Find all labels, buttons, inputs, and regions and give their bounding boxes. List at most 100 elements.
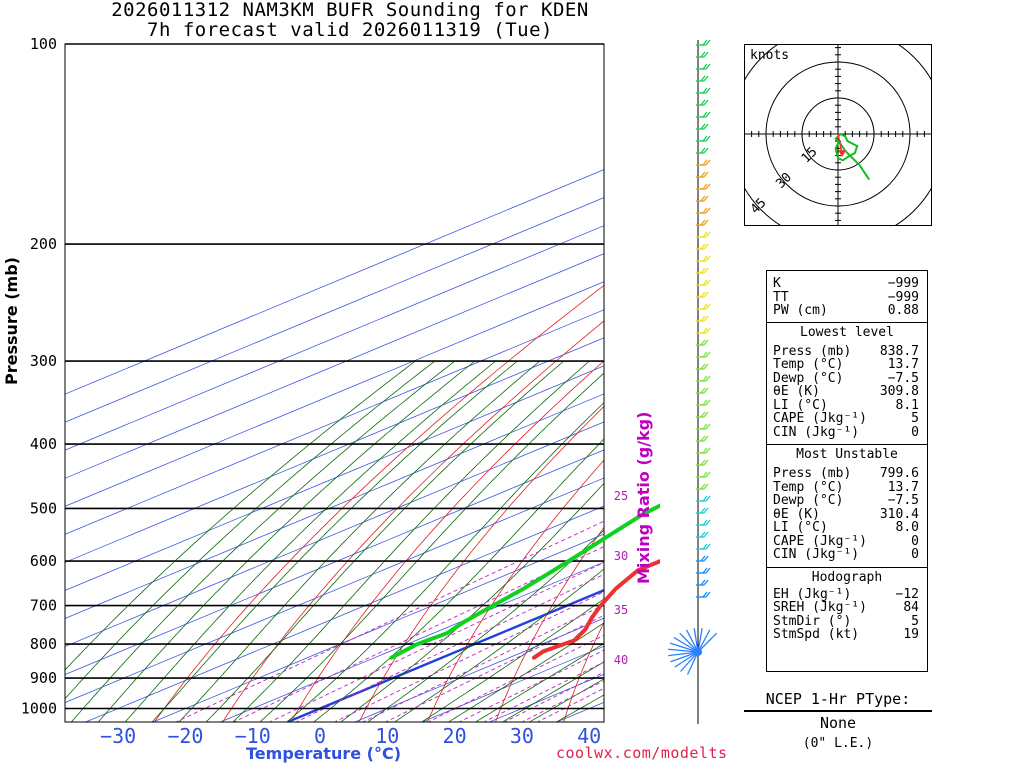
temp-tick-label: −30 bbox=[100, 724, 136, 748]
pressure-tick-label: 1000 bbox=[21, 700, 57, 718]
most-unstable-title: Most Unstable bbox=[796, 447, 898, 462]
wind-barb bbox=[696, 231, 711, 238]
wind-barb bbox=[696, 243, 709, 250]
isotherm-line bbox=[65, 477, 604, 704]
index-value: −7.5 bbox=[887, 370, 919, 386]
dry-adiabat bbox=[153, 284, 604, 722]
index-value: 8.1 bbox=[895, 397, 919, 413]
wind-barb bbox=[696, 279, 711, 286]
index-label: CIN (Jkg⁻¹) bbox=[773, 424, 860, 440]
wind-barb bbox=[696, 471, 711, 478]
wind-barb bbox=[679, 632, 699, 653]
wind-barb bbox=[696, 267, 709, 274]
index-label: StmSpd (kt) bbox=[773, 627, 860, 642]
temp-tick-label: −20 bbox=[167, 724, 203, 748]
index-row: K −999 bbox=[767, 277, 927, 291]
wind-barb bbox=[680, 651, 699, 672]
wind-barb bbox=[696, 579, 709, 586]
wind-barb bbox=[696, 339, 709, 346]
wind-barb bbox=[696, 147, 709, 154]
moist-adiabat bbox=[474, 643, 604, 722]
index-value: 309.8 bbox=[879, 384, 919, 399]
isotherm-line bbox=[65, 169, 604, 395]
mixing-ratio-line bbox=[384, 614, 604, 722]
mixing-ratio-tick-label: 35 bbox=[614, 603, 628, 617]
isotherm-line bbox=[65, 281, 604, 507]
wind-barb bbox=[696, 183, 711, 190]
wind-barb bbox=[685, 629, 699, 653]
moist-adiabat bbox=[178, 360, 541, 722]
index-row: LI (°C) 8.1 bbox=[767, 397, 927, 413]
wind-barb bbox=[696, 507, 709, 514]
wind-barb bbox=[696, 423, 711, 430]
temp-tick-label: 10 bbox=[375, 724, 399, 748]
moist-adiabat bbox=[151, 360, 518, 722]
index-label: θE (K) bbox=[773, 506, 820, 522]
wind-barb bbox=[696, 591, 711, 598]
moist-adiabat bbox=[65, 360, 436, 700]
wind-barb bbox=[696, 351, 711, 358]
index-value: 838.7 bbox=[879, 343, 919, 359]
wind-barb bbox=[696, 171, 709, 178]
pressure-tick-label: 200 bbox=[30, 235, 57, 253]
wind-barb bbox=[670, 651, 699, 663]
wind-barb bbox=[696, 75, 709, 82]
dry-adiabat bbox=[358, 405, 604, 722]
moist-adiabat bbox=[97, 360, 476, 722]
credit-link[interactable]: coolwx.com/modelts bbox=[556, 744, 728, 762]
moist-adiabat bbox=[124, 360, 497, 722]
wind-barb bbox=[696, 399, 711, 406]
index-label: Dewp (°C) bbox=[773, 493, 844, 508]
plot-frame bbox=[64, 43, 605, 723]
pressure-tick-label: 600 bbox=[30, 552, 57, 570]
mixing-ratio-tick-label: 40 bbox=[614, 653, 628, 667]
moist-adiabat bbox=[501, 661, 604, 722]
isotherm-line bbox=[65, 337, 604, 563]
chart-title: 2026011312 NAM3KM BUFR Sounding for KDEN bbox=[111, 0, 589, 21]
moist-adiabat bbox=[259, 372, 604, 722]
wind-barb bbox=[696, 195, 709, 202]
hodograph-trace bbox=[834, 132, 871, 181]
temp-tick-label: 20 bbox=[443, 724, 467, 748]
index-row: θE (K) 310.4 bbox=[767, 506, 927, 522]
wind-barb bbox=[696, 387, 709, 394]
wind-barb bbox=[673, 636, 699, 653]
wind-barb bbox=[669, 642, 699, 653]
ptype-value: None bbox=[819, 714, 857, 732]
wind-barb bbox=[696, 99, 709, 106]
wind-barb bbox=[696, 567, 711, 574]
index-label: K bbox=[773, 276, 781, 291]
index-label: CAPE (Jkg⁻¹) bbox=[773, 533, 867, 549]
moist-adiabat bbox=[420, 598, 604, 722]
index-row: CIN (Jkg⁻¹) 0 bbox=[767, 424, 927, 440]
wind-barb bbox=[696, 459, 709, 466]
index-value: 84 bbox=[903, 600, 919, 615]
index-value: −7.5 bbox=[887, 493, 919, 508]
isotherm-line bbox=[152, 533, 604, 722]
index-value: 13.7 bbox=[887, 357, 919, 372]
index-row: θE (K) 309.8 bbox=[767, 385, 927, 399]
index-label: SREH (Jkg⁻¹) bbox=[773, 600, 867, 615]
index-row: LI (°C) 8.0 bbox=[767, 521, 927, 535]
wind-barb bbox=[696, 303, 711, 310]
pressure-tick-label: 100 bbox=[30, 35, 57, 53]
dry-adiabat bbox=[290, 360, 604, 722]
wind-barb bbox=[696, 543, 711, 550]
mixing-ratio-line bbox=[268, 561, 604, 722]
index-row: StmDir (°) 5 bbox=[767, 614, 927, 629]
index-value: 5 bbox=[911, 411, 919, 426]
most-unstable-section: Most Unstable Press (mb) 799.6 Temp (°C) 13… bbox=[767, 444, 927, 567]
isotherm-line bbox=[65, 197, 604, 423]
index-label: Temp (°C) bbox=[773, 357, 844, 372]
index-value: 0 bbox=[911, 424, 919, 440]
wind-barb bbox=[696, 87, 711, 94]
index-label: PW (cm) bbox=[773, 303, 828, 318]
index-row: TT −999 bbox=[767, 290, 927, 305]
wind-barb bbox=[686, 651, 699, 675]
wind-barb bbox=[696, 315, 709, 322]
moist-adiabat bbox=[313, 438, 604, 722]
index-row: SREH (Jkg⁻¹) 84 bbox=[767, 601, 927, 615]
mixing-ratio-line bbox=[458, 649, 604, 722]
moist-adiabat bbox=[286, 402, 604, 722]
moist-adiabat bbox=[340, 482, 604, 722]
